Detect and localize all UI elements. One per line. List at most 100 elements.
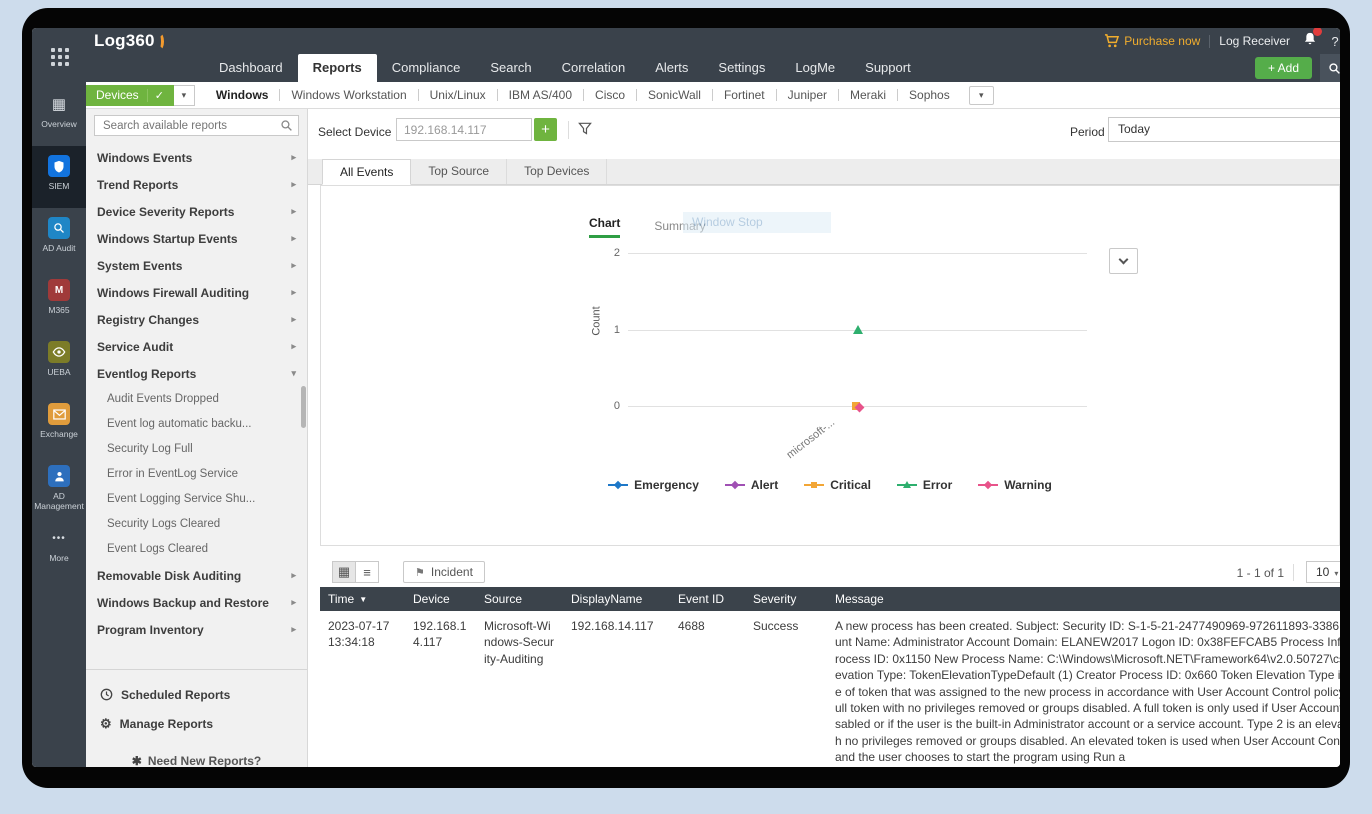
report-item-security-log-full[interactable]: Security Log Full (107, 443, 193, 455)
legend-label: Error (922, 478, 953, 492)
nav-tab-compliance[interactable]: Compliance (391, 60, 461, 75)
report-group-removable-disk-auditing[interactable]: Removable Disk Auditing ▸ (86, 562, 307, 589)
column-header-time[interactable]: Time ▼ (328, 592, 368, 606)
nav-tab-search[interactable]: Search (490, 60, 532, 75)
rail-item-ad-management[interactable]: AD Management (32, 456, 86, 518)
report-search-input[interactable] (94, 115, 299, 136)
global-search-button[interactable] (1320, 54, 1340, 82)
tab-chart[interactable]: Chart (589, 216, 621, 238)
device-tab-juniper[interactable]: Juniper (787, 88, 827, 102)
page-size-dropdown[interactable]: 10 ▾ (1306, 561, 1340, 583)
pagination-text: 1 - 1 of 1 (1236, 566, 1284, 580)
legend-item-emergency[interactable]: Emergency (608, 478, 699, 492)
grid-view-button[interactable]: ▦ (332, 561, 356, 583)
nav-tab-correlation[interactable]: Correlation (561, 60, 626, 75)
column-header-event-id[interactable]: Event ID (678, 592, 725, 606)
report-group-program-inventory[interactable]: Program Inventory ▸ (86, 616, 307, 637)
nav-tab-reports[interactable]: Reports (297, 54, 377, 82)
nav-tab-alerts[interactable]: Alerts (655, 60, 689, 75)
rail-item-more[interactable]: ••• More (32, 518, 86, 580)
tab-top-devices[interactable]: Top Devices (507, 159, 608, 184)
report-item-security-logs-cleared[interactable]: Security Logs Cleared (107, 518, 221, 530)
column-header-severity[interactable]: Severity (753, 592, 797, 606)
device-tab-cisco[interactable]: Cisco (595, 88, 626, 102)
device-tab-fortinet[interactable]: Fortinet (723, 88, 765, 102)
more-tabs-button[interactable]: ▾ (968, 85, 994, 105)
device-tab-sonicwall[interactable]: SonicWall (648, 88, 701, 102)
table-row[interactable]: 2023-07-17 13:34:18 192.168.14.117 Micro… (320, 611, 1340, 766)
help-button[interactable]: ? (1331, 33, 1339, 49)
device-tab-windows[interactable]: Windows (215, 88, 269, 102)
rail-item-label: AD Audit (42, 243, 76, 253)
report-group-registry-changes[interactable]: Registry Changes ▸ (86, 306, 307, 333)
report-item-event-log-automatic-backu-[interactable]: Event log automatic backu... (107, 418, 252, 430)
report-group-system-events[interactable]: System Events ▸ (86, 252, 307, 279)
nav-tab-settings[interactable]: Settings (718, 60, 766, 75)
device-tab-unix-linux[interactable]: Unix/Linux (429, 88, 486, 102)
report-item-audit-events-dropped[interactable]: Audit Events Dropped (107, 393, 219, 405)
report-group-service-audit[interactable]: Service Audit ▸ (86, 333, 307, 360)
column-header-message[interactable]: Message (835, 592, 884, 606)
legend-item-error[interactable]: Error (896, 478, 953, 492)
topbar-right: Purchase now Log Receiver ? (1104, 28, 1340, 51)
rail-item-m365[interactable]: M M365 (32, 270, 86, 332)
log-receiver-link[interactable]: Log Receiver (1219, 34, 1290, 48)
chevron-right-icon: ▸ (291, 206, 296, 216)
nav-tab-logme[interactable]: LogMe (795, 60, 836, 75)
incident-button[interactable]: ⚑ Incident (403, 561, 485, 583)
device-tab-ibm-as-400[interactable]: IBM AS/400 (508, 88, 573, 102)
scheduled-reports-button[interactable]: Scheduled Reports (86, 680, 307, 709)
y-axis-tick: 1 (613, 323, 620, 336)
device-group-dropdown[interactable]: Devices ✓ ▾ (86, 84, 195, 106)
add-device-button[interactable]: + (534, 118, 557, 141)
report-group-windows-firewall-auditing[interactable]: Windows Firewall Auditing ▸ (86, 279, 307, 306)
report-group-label: Program Inventory (97, 622, 204, 637)
divider (711, 89, 713, 101)
data-point-error[interactable] (853, 324, 863, 334)
add-button[interactable]: + Add (1254, 57, 1312, 79)
page-size-value: 10 (1316, 565, 1330, 579)
nav-tab-support[interactable]: Support (865, 60, 911, 75)
device-tab-windows-workstation[interactable]: Windows Workstation (291, 88, 407, 102)
rail-items: ▦ Overview SIEM AD Audit M M365 UEBA Exchange AD… (32, 84, 86, 580)
device-tab-meraki[interactable]: Meraki (850, 88, 887, 102)
legend-item-critical[interactable]: Critical (804, 478, 871, 492)
device-tab-sophos[interactable]: Sophos (909, 88, 950, 102)
chart-options-dropdown[interactable] (1109, 248, 1138, 274)
column-header-source[interactable]: Source (484, 592, 523, 606)
period-dropdown[interactable]: Today (1108, 117, 1340, 142)
sidebar-scrollbar[interactable] (301, 386, 306, 428)
purchase-now-link[interactable]: Purchase now (1104, 34, 1200, 48)
filter-button[interactable] (578, 122, 592, 138)
report-group-eventlog-reports[interactable]: Eventlog Reports ▾ (86, 360, 307, 387)
column-header-device[interactable]: Device (413, 592, 450, 606)
notifications-button[interactable] (1303, 28, 1322, 51)
left-icon-rail: ▦ Overview SIEM AD Audit M M365 UEBA Exchange AD… (32, 28, 86, 767)
rail-item-exchange[interactable]: Exchange (32, 394, 86, 456)
report-group-windows-backup-and-restore[interactable]: Windows Backup and Restore ▸ (86, 589, 307, 616)
report-item-event-logging-service-shu-[interactable]: Event Logging Service Shu... (107, 493, 256, 505)
rail-item-siem[interactable]: SIEM (32, 146, 86, 208)
manage-reports-button[interactable]: ⚙ Manage Reports (86, 709, 307, 738)
chevron-right-icon: ▸ (291, 597, 296, 607)
report-group-windows-events[interactable]: Windows Events ▸ (86, 144, 307, 171)
tab-top-source[interactable]: Top Source (411, 159, 508, 184)
rail-item-ad-audit[interactable]: AD Audit (32, 208, 86, 270)
report-group-device-severity-reports[interactable]: Device Severity Reports ▸ (86, 198, 307, 225)
device-input[interactable] (396, 118, 532, 141)
list-view-button[interactable]: ≡ (355, 561, 379, 583)
app-launcher-button[interactable] (32, 28, 86, 84)
legend-item-alert[interactable]: Alert (724, 478, 778, 492)
tab-all-events[interactable]: All Events (322, 159, 412, 185)
report-group-trend-reports[interactable]: Trend Reports ▸ (86, 171, 307, 198)
nav-tab-dashboard[interactable]: Dashboard (219, 60, 283, 75)
rail-item-ueba[interactable]: UEBA (32, 332, 86, 394)
report-item-event-logs-cleared[interactable]: Event Logs Cleared (107, 543, 209, 555)
report-group-windows-startup-events[interactable]: Windows Startup Events ▸ (86, 225, 307, 252)
need-new-reports-link[interactable]: ✱ Need New Reports? (86, 754, 307, 767)
legend-item-warning[interactable]: Warning (978, 478, 1052, 492)
chevron-down-icon: ▾ (291, 368, 296, 378)
report-item-error-in-eventlog-service[interactable]: Error in EventLog Service (107, 468, 239, 480)
rail-item-overview[interactable]: ▦ Overview (32, 84, 86, 146)
column-header-displayname[interactable]: DisplayName (571, 592, 643, 606)
